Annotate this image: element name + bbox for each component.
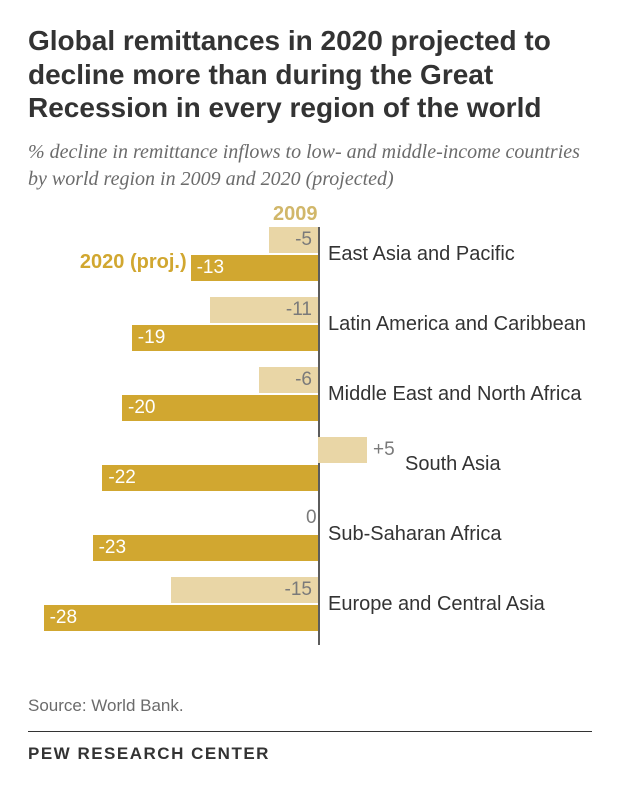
- bar-2020-value: -20: [122, 397, 161, 419]
- bar-2020-value: -28: [44, 607, 83, 629]
- bar-2009: -5: [269, 227, 318, 253]
- bar-2020-value: -19: [132, 327, 171, 349]
- bar-2020: -22: [102, 465, 318, 491]
- bar-2020: -28: [44, 605, 318, 631]
- region-label: East Asia and Pacific: [328, 243, 515, 266]
- chart-row: -11 -19 Latin America and Caribbean: [28, 297, 588, 359]
- source-text: Source: World Bank.: [28, 696, 184, 716]
- bar-2009: -6: [259, 367, 318, 393]
- chart-row: -6 -20 Middle East and North Africa: [28, 367, 588, 429]
- region-label: Europe and Central Asia: [328, 593, 545, 616]
- bar-2020-value: -23: [93, 537, 132, 559]
- region-label: Latin America and Caribbean: [328, 313, 586, 336]
- region-label: Middle East and North Africa: [328, 383, 581, 406]
- bar-2009: -15: [171, 577, 318, 603]
- bar-2009-value: -15: [279, 579, 318, 601]
- bar-2020-value: -13: [191, 257, 230, 279]
- chart-row: +5 -22 South Asia: [28, 437, 588, 499]
- bar-2020: -23: [93, 535, 318, 561]
- bar-2020: -20: [122, 395, 318, 421]
- footer-divider: [28, 731, 592, 732]
- bar-2009-value: -11: [280, 299, 318, 321]
- chart-subtitle: % decline in remittance inflows to low- …: [28, 139, 592, 193]
- bar-2020: -19: [132, 325, 318, 351]
- chart-area: 2009 2020 (proj.) -5-13East Asia and Pac…: [28, 205, 588, 645]
- series-label-2009: 2009: [273, 203, 318, 226]
- region-label: South Asia: [405, 453, 501, 476]
- bar-2009-value: -5: [289, 229, 318, 251]
- chart-title: Global remittances in 2020 projected to …: [28, 24, 592, 125]
- bar-2009-value: -6: [289, 369, 318, 391]
- chart-row: -5 -13 East Asia and Pacific: [28, 227, 588, 289]
- chart-row: 0 -23 Sub-Saharan Africa: [28, 507, 588, 569]
- bar-2009-value: 0: [300, 507, 323, 529]
- chart-row: -15 -28 Europe and Central Asia: [28, 577, 588, 639]
- bar-2009-value: +5: [367, 439, 401, 461]
- region-label: Sub-Saharan Africa: [328, 523, 501, 546]
- bar-2020: -13: [191, 255, 318, 281]
- bar-2020-value: -22: [102, 467, 141, 489]
- footer-brand: PEW RESEARCH CENTER: [28, 744, 270, 764]
- bar-2009: -11: [210, 297, 318, 323]
- bar-2009: [316, 507, 318, 533]
- bar-2009: +5: [318, 437, 367, 463]
